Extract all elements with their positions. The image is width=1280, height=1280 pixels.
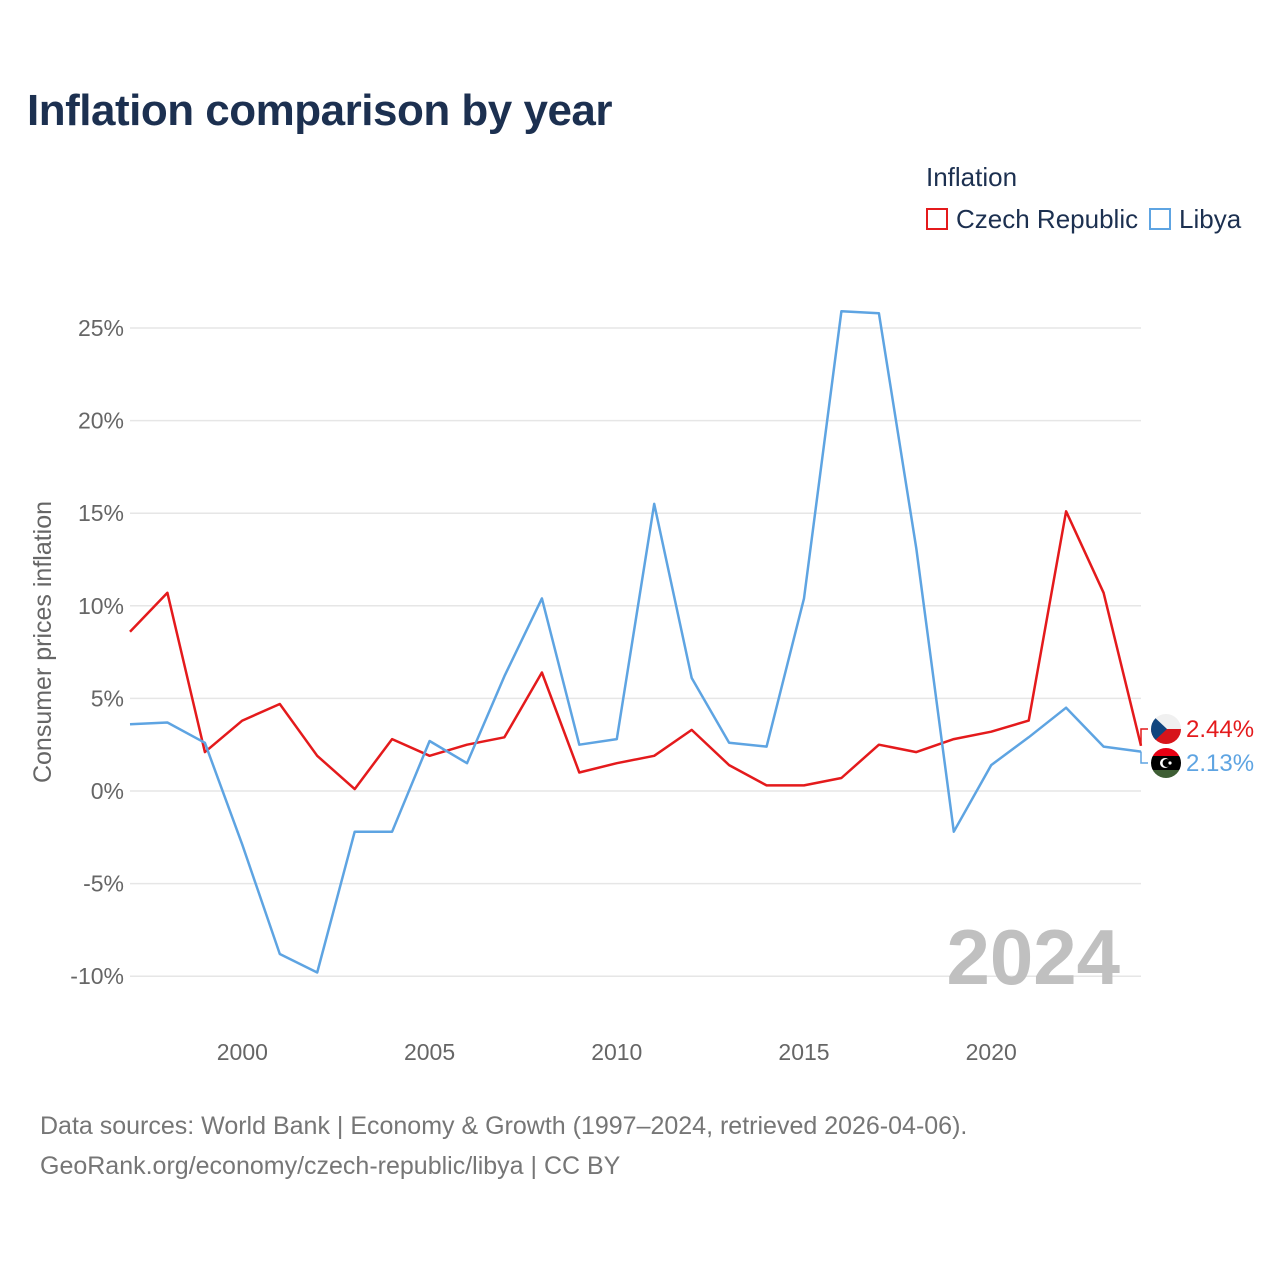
y-tick-label: -10% xyxy=(70,963,124,989)
x-tick-label: 2005 xyxy=(404,1039,455,1065)
y-axis-label: Consumer prices inflation xyxy=(29,501,57,783)
x-tick-label: 2020 xyxy=(966,1039,1017,1065)
footer-credit: GeoRank.org/economy/czech-republic/libya… xyxy=(40,1152,621,1180)
y-tick-label: 0% xyxy=(91,778,124,804)
legend-item-libya[interactable]: Libya xyxy=(1149,204,1241,234)
series-line-czech-republic xyxy=(129,510,1143,791)
czech-flag-icon xyxy=(1151,714,1181,744)
x-tick-label: 2000 xyxy=(217,1039,268,1065)
legend-swatch-libya xyxy=(1149,208,1171,230)
end-label-libya: 2.13% xyxy=(1186,750,1254,777)
end-label-connector xyxy=(1140,728,1148,746)
y-axis-ticks: -10% -5% 0% 5% 10% 15% 20% 25% xyxy=(70,315,124,989)
y-tick-label: -5% xyxy=(83,871,124,897)
legend-swatch-czech-republic xyxy=(926,208,948,230)
series-line-libya xyxy=(129,310,1142,974)
libya-flag-icon xyxy=(1151,748,1181,778)
x-axis-ticks: 2000 2005 2010 2015 2020 xyxy=(217,1039,1017,1065)
legend-label-libya: Libya xyxy=(1179,203,1242,234)
current-year-label: 2024 xyxy=(946,913,1120,1001)
end-labels: 2.44% 2.13% xyxy=(1140,714,1254,778)
x-tick-label: 2015 xyxy=(778,1039,829,1065)
end-label-connector xyxy=(1140,751,1148,764)
chart-title: Inflation comparison by year xyxy=(27,86,613,135)
series-lines xyxy=(129,310,1143,974)
line-chart: -10% -5% 0% 5% 10% 15% 20% 25% 2000 2005 2010 2015… xyxy=(29,310,1254,1065)
y-tick-label: 5% xyxy=(91,685,124,711)
footer-sources: Data sources: World Bank | Economy & Gro… xyxy=(40,1112,968,1140)
y-tick-label: 20% xyxy=(78,408,124,434)
x-tick-label: 2010 xyxy=(591,1039,642,1065)
legend-title: Inflation xyxy=(926,162,1018,192)
legend-item-czech-republic[interactable]: Czech Republic xyxy=(926,204,1138,234)
y-tick-label: 25% xyxy=(78,315,124,341)
end-label-czech-republic: 2.44% xyxy=(1186,716,1254,743)
grid-lines xyxy=(130,327,1141,977)
y-tick-label: 10% xyxy=(78,593,124,619)
footer: Data sources: World Bank | Economy & Gro… xyxy=(40,1106,967,1186)
legend-label-czech-republic: Czech Republic xyxy=(956,203,1139,234)
y-tick-label: 15% xyxy=(78,500,124,526)
